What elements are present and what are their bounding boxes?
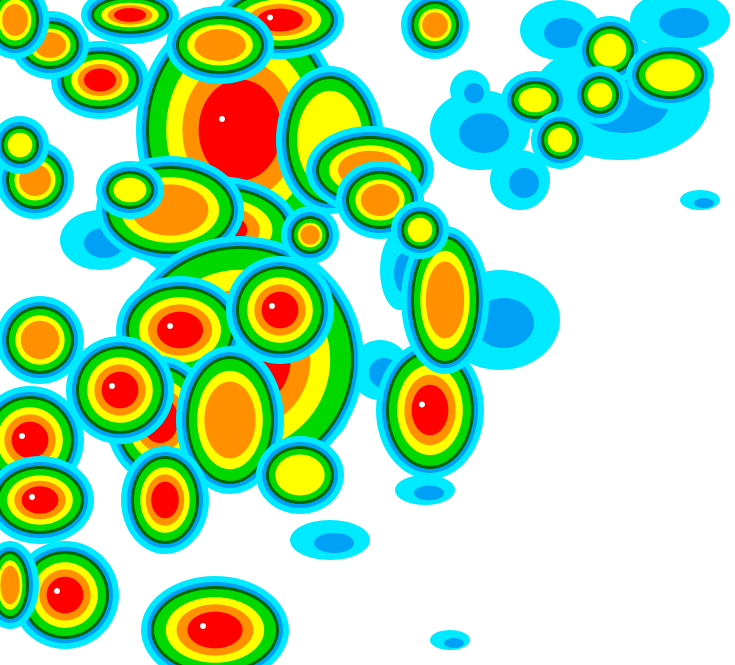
storm-cell-level-2: [275, 454, 325, 496]
storm-cell-core: [267, 14, 273, 21]
light-echo-core: [659, 8, 709, 38]
storm-cell-core: [269, 303, 275, 309]
storm-cell-core: [19, 433, 25, 439]
storm-cell-level-3: [422, 12, 448, 38]
storm-cell-level-3: [194, 29, 246, 61]
storm-cell-level-4: [83, 68, 117, 92]
storm-cell-level-2: [587, 82, 613, 108]
storm-cell-level-4: [46, 576, 84, 614]
storm-cell-level-4: [157, 311, 203, 349]
storm-cell-level-2: [645, 58, 695, 92]
storm-cell-level-2: [593, 33, 627, 67]
storm-cell-level-3: [300, 225, 320, 245]
storm-cell-level-2: [7, 132, 33, 158]
storm-cell-level-4: [261, 291, 299, 329]
light-echo-core: [474, 298, 534, 348]
light-echo-core: [544, 18, 584, 48]
storm-cell-core: [419, 401, 425, 408]
storm-cell-level-2: [113, 177, 147, 203]
storm-cell-level-4: [113, 8, 147, 22]
light-echo-core: [509, 168, 539, 198]
storm-cell-level-3: [204, 381, 256, 459]
storm-cell-level-4: [11, 421, 49, 459]
storm-cell-core: [219, 116, 225, 122]
storm-cell-level-2: [518, 87, 552, 113]
light-echo-core: [444, 638, 464, 648]
storm-cell-level-4: [21, 486, 59, 514]
light-echo-core: [464, 83, 484, 103]
storm-cell-level-3: [360, 184, 400, 216]
light-echo-core: [414, 485, 444, 501]
storm-cell-core: [167, 323, 173, 329]
storm-cell-level-3: [20, 320, 60, 360]
storm-cell-level-3: [0, 565, 20, 605]
storm-cell-level-3: [425, 261, 465, 339]
storm-cell-level-4: [411, 384, 449, 436]
light-echo-core: [459, 113, 509, 153]
storm-cell-core: [54, 588, 60, 594]
storm-cell-level-2: [407, 217, 433, 243]
storm-cell-level-2: [547, 127, 573, 153]
storm-cell-level-3: [2, 4, 28, 36]
light-echo-core: [314, 533, 354, 553]
light-echo-core: [694, 198, 714, 208]
storm-cell-core: [109, 383, 115, 389]
storm-cell-core: [29, 494, 35, 500]
storm-cell-level-4: [257, 8, 303, 32]
storm-cell-level-4: [187, 611, 243, 649]
storm-cell-level-4: [101, 371, 139, 409]
storm-cell-level-4: [198, 79, 282, 181]
storm-cell-level-4: [151, 481, 179, 519]
storm-cell-core: [200, 623, 206, 629]
